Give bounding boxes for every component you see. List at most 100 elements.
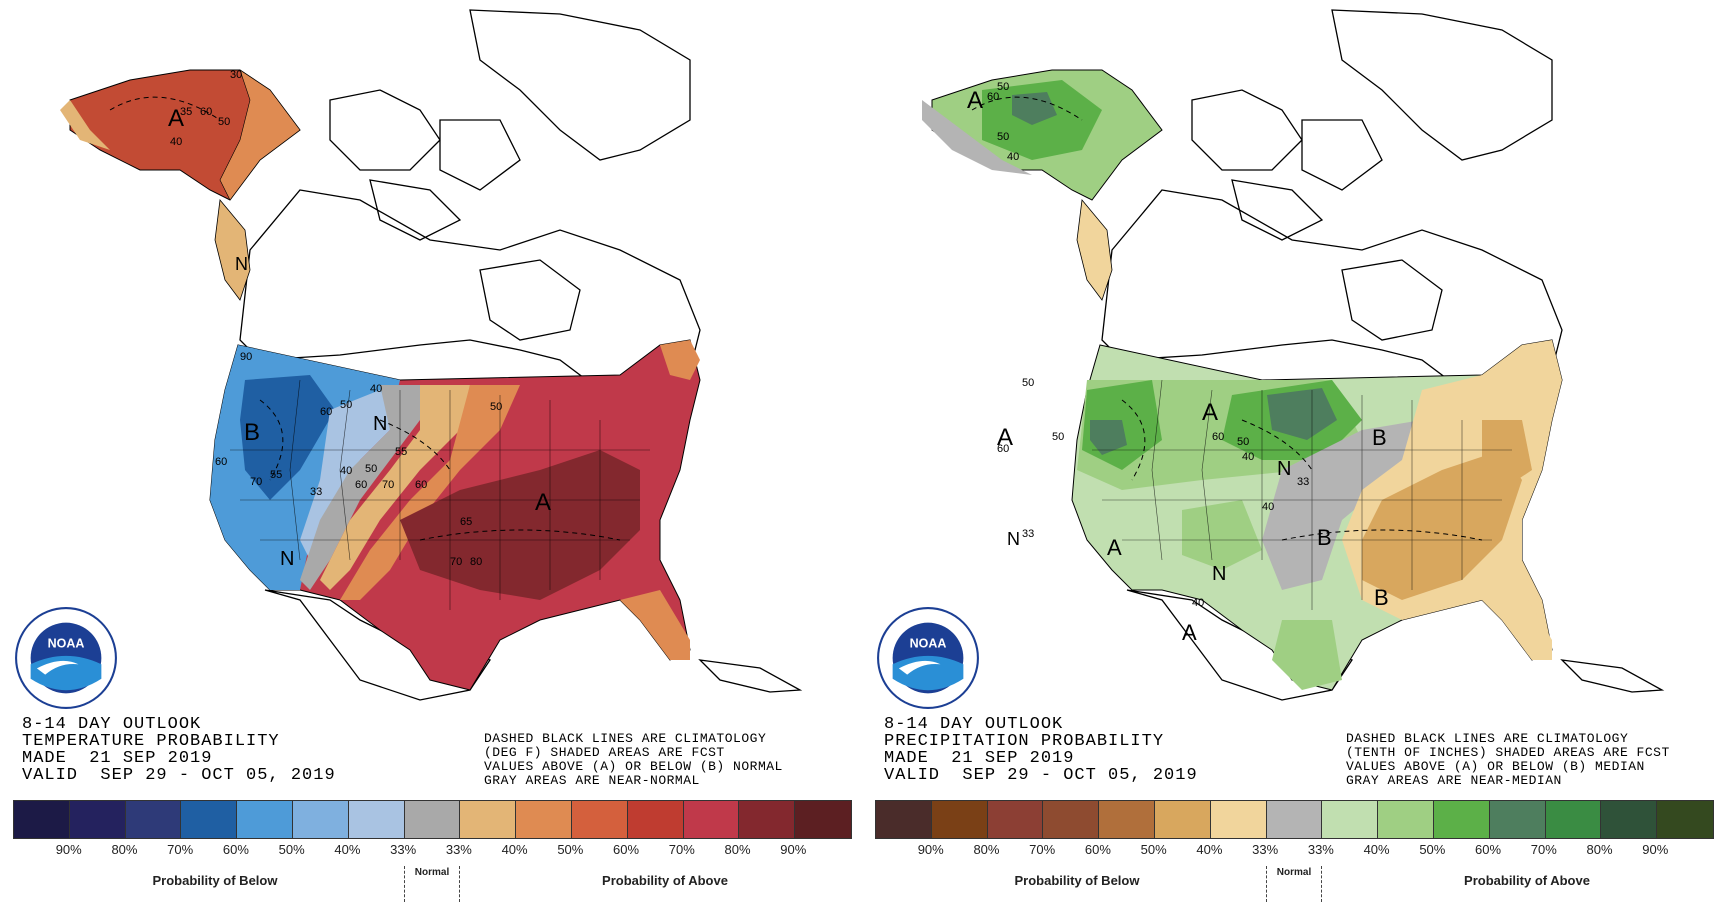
legend-tick-label: 80% [973,842,1000,857]
legend-tick-label: 70% [167,842,194,857]
svg-text:NOAA: NOAA [910,637,947,651]
hudson-bay-outline [1341,259,1443,341]
conus-dark-green-pnw [1090,420,1127,455]
legend-swatch [1043,801,1100,838]
legend-tick-label: 50% [278,842,305,857]
noaa-logo: NOAA [877,607,979,709]
map-label: N [1277,458,1291,480]
map-label: N [1212,563,1226,585]
legend-tick-label: 70% [1029,842,1056,857]
contour-label: 33 [1022,528,1034,540]
contour-label: 90 [240,351,252,363]
contour-label: 55 [395,446,407,458]
conus-orange [340,385,520,600]
contour-label: 40 [1192,597,1204,609]
legend-swatch [1489,801,1546,838]
legend-tick-label: 70% [1530,842,1557,857]
legend-swatch [1378,801,1434,838]
map-label: N [235,254,248,274]
map-label: B [1317,525,1332,550]
map-notes: DASHED BLACK LINES ARE CLIMATOLOGY (DEG F… [484,731,783,788]
legend-ticks: 90% 80% 70% 60% 50% 40% 33% 33% 40% 50% 60% 70% 80% 9… [13,842,849,858]
temperature-panel: A B A N N N 30 35 60 50 40 90 60 50 40 6… [13,9,852,902]
legend-swatch [739,801,796,838]
contour-label: 33 [1297,476,1309,488]
legend-swatch [876,801,932,838]
legend-swatch [292,801,349,838]
legend-swatch [237,801,293,838]
contour-label: 30 [230,69,242,81]
alaska-orange-east [219,69,301,201]
legend-swatch [627,801,684,838]
contour-label: 40 [1242,451,1254,463]
contour-label: 50 [365,463,377,475]
cuba-outline [1560,659,1665,693]
svg-text:NOAA: NOAA [48,637,85,651]
legend-swatch [1601,801,1658,838]
contour-label: 65 [460,516,472,528]
legend-swatch [1210,801,1267,838]
legend-swatch [571,801,628,838]
legend-swatch [1154,801,1211,838]
greenland-outline [469,9,691,161]
contour-label: 40 [170,136,182,148]
legend-tick-label: 33% [390,842,417,857]
contour-label: 50 [997,81,1009,93]
mexico-outline [1126,589,1354,701]
legend-swatch [795,801,851,838]
contour-label: 60 [987,91,999,103]
greenland-outline [1331,9,1553,161]
map-label: A [535,489,551,516]
legend-tick-label: 60% [613,842,640,857]
alaska-gray [922,100,1032,175]
arctic-islands-outline [329,89,521,241]
florida-orange [620,590,690,660]
arctic-islands-outline [1191,89,1383,241]
map-label: B [1372,425,1387,450]
conus-dark-blue [240,375,335,500]
contour-label: 50 [1052,431,1064,443]
legend-swatch [931,801,988,838]
legend-tick-label: 50% [1419,842,1446,857]
contour-label: 60 [320,406,332,418]
legend-tick-label: 90% [55,842,82,857]
map-label: A [967,87,983,114]
northeast-orange [660,340,700,380]
legend-swatch [460,801,517,838]
contour-label: 35 [180,106,192,118]
contour-label: 60 [415,479,427,491]
map-label: A [997,424,1013,451]
legend-tick-label: 80% [1586,842,1613,857]
mexico-outline [264,589,492,701]
caption-below: Probability of Below [1014,873,1140,888]
precipitation-panel: A A A A A N N N B B B 50 60 50 40 50 50 … [862,0,1724,916]
contour-label: 50 [1237,436,1249,448]
caption-above: Probability of Above [602,873,728,888]
legend-colorbar [13,800,852,839]
contour-label: 50 [218,116,230,128]
legend-tick-label: 90% [780,842,807,857]
legend-swatch [1322,801,1379,838]
hudson-bay-outline [479,259,581,341]
map-title: 8-14 DAY OUTLOOK PRECIPITATION PROBABILIT… [884,715,1198,785]
legend-tick-label: 40% [1196,842,1223,857]
legend-colorbar [875,800,1714,839]
contour-label: 33 [310,486,322,498]
contour-label: 50 [1022,377,1034,389]
map-label: N [373,413,387,435]
bc-coast-orange [214,199,251,301]
contour-label: 80 [470,556,482,568]
contour-label: 60 [997,443,1009,455]
legend-swatch [1657,801,1713,838]
legend-tick-label: 80% [111,842,138,857]
legend-tick-label: 80% [724,842,751,857]
conus-green-sw [1182,500,1262,570]
legend-tick-label: 90% [1642,842,1669,857]
temperature-map: A B A N N N 30 35 60 50 40 90 60 50 40 6… [60,9,803,701]
legend-swatch [1433,801,1490,838]
legend-swatch [69,801,126,838]
cuba-outline [698,659,803,693]
contour-label: 50 [490,401,502,413]
noaa-logo: NOAA [15,607,117,709]
legend-tick-label: 60% [1475,842,1502,857]
